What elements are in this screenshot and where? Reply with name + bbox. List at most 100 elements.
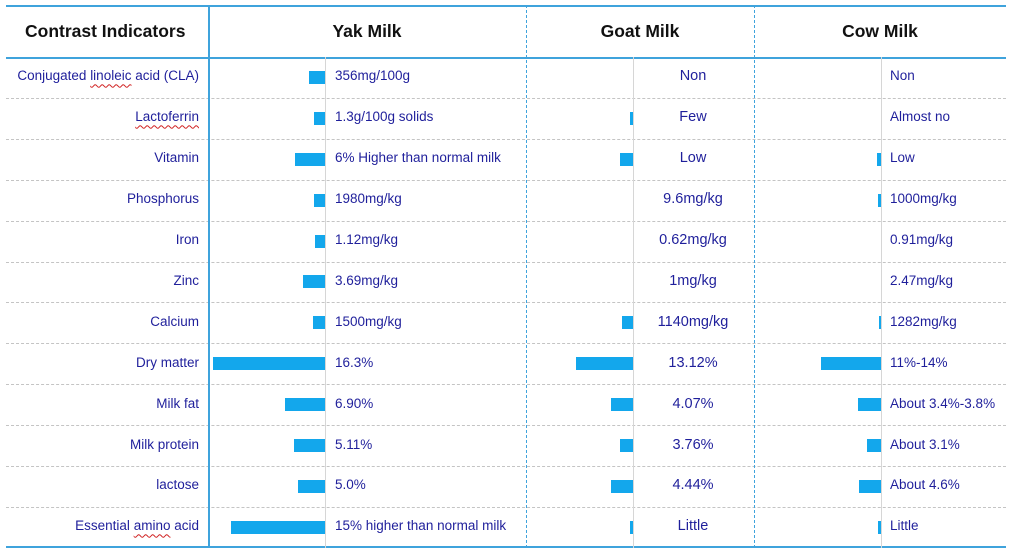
goat-value: 1140mg/kg [657, 313, 729, 330]
row-label: Conjugated linoleic acid (CLA) [17, 68, 199, 84]
yak-value-bar [303, 275, 325, 289]
row-divider [6, 384, 1006, 386]
yak-value: 356mg/100g [335, 68, 411, 84]
goat-value: 4.07% [672, 395, 714, 412]
yak-value: 5.0% [335, 477, 366, 493]
yak-value-bar [314, 111, 325, 125]
row-divider [6, 97, 1006, 99]
yak-value: 6.90% [335, 395, 374, 411]
cow-bar-axis [881, 57, 882, 548]
yak-value-bar [295, 152, 325, 166]
yak-value: 5.11% [335, 436, 373, 452]
column-divider-goat [754, 5, 755, 548]
row-divider [6, 343, 1006, 345]
cow-value-bar [821, 357, 881, 371]
column-divider-yak [526, 5, 527, 548]
goat-value-bar [622, 316, 633, 330]
row-label: Dry matter [135, 354, 199, 370]
yak-value: 1.12mg/kg [335, 232, 399, 248]
goat-value-bar [630, 111, 633, 125]
column-divider-indicators [208, 5, 210, 548]
goat-value: Non [679, 68, 707, 85]
cow-value: About 4.6% [890, 477, 960, 493]
goat-value-bar [620, 152, 633, 166]
row-divider [6, 138, 1006, 140]
yak-value-bar [298, 479, 325, 493]
cow-value: Little [890, 518, 919, 534]
yak-value-bar [315, 234, 325, 248]
yak-bar-axis [325, 57, 326, 548]
yak-value-bar [294, 439, 325, 453]
yak-value: 16.3% [335, 354, 374, 370]
row-label: Essential amino acid [75, 518, 199, 534]
cow-value-bar [867, 439, 881, 453]
cow-value-bar [877, 152, 881, 166]
row-label: Calcium [150, 313, 199, 329]
goat-value-bar [620, 439, 633, 453]
cow-value-bar [878, 520, 881, 534]
cow-value: 0.91mg/kg [890, 232, 954, 248]
goat-value: Low [679, 150, 707, 167]
goat-value: 13.12% [668, 354, 718, 371]
table-top-border [6, 5, 1006, 7]
row-label: Phosphorus [126, 191, 199, 207]
header-yak-milk: Yak Milk [332, 21, 402, 41]
yak-value: 1980mg/kg [335, 191, 402, 207]
row-label: Lactoferrin [6, 109, 199, 124]
header-cow-milk: Cow Milk [842, 21, 918, 41]
row-divider [6, 466, 1006, 467]
spellcheck-underlined-word: Lactoferrin [135, 109, 199, 125]
row-divider [6, 302, 1006, 304]
yak-value-bar [213, 357, 325, 371]
cow-value: 11%-14% [890, 354, 948, 370]
row-divider [6, 179, 1006, 181]
table-bottom-border [6, 545, 1006, 548]
goat-value: 9.6mg/kg [663, 191, 723, 208]
yak-value-bar [314, 193, 325, 207]
cow-value: Non [890, 68, 915, 84]
goat-value: 4.44% [672, 477, 714, 494]
cow-value-bar [858, 398, 881, 412]
yak-value: 1500mg/kg [335, 313, 402, 329]
cow-value: Almost no [890, 109, 951, 125]
cow-value: Low [890, 150, 915, 166]
goat-value-bar [576, 357, 633, 371]
cow-value: About 3.1% [890, 436, 960, 452]
row-divider [6, 220, 1006, 222]
row-divider [6, 506, 1006, 508]
yak-value: 15% higher than normal milk [335, 518, 507, 534]
cow-value: 1282mg/kg [890, 313, 957, 329]
yak-value-bar [231, 520, 325, 534]
row-label: Iron [175, 232, 199, 248]
spellcheck-underlined-word: amino [133, 518, 171, 534]
goat-value: 0.62mg/kg [659, 232, 727, 249]
cow-value-bar [859, 479, 881, 493]
row-label: Milk fat [156, 395, 199, 411]
yak-value-bar [285, 398, 325, 412]
goat-value: 1mg/kg [669, 272, 717, 289]
yak-value-bar [309, 70, 325, 84]
goat-bar-axis [633, 57, 634, 548]
cow-value-bar [878, 193, 881, 207]
goat-value-bar [630, 520, 633, 534]
row-divider [6, 425, 1006, 427]
header-bottom-border [6, 57, 1006, 59]
row-divider [6, 261, 1006, 263]
row-label: Vitamin [154, 150, 199, 166]
yak-value: 3.69mg/kg [335, 272, 399, 288]
yak-value: 1.3g/100g solids [335, 109, 434, 125]
goat-value: Few [679, 109, 707, 126]
spellcheck-underlined-word: linoleic [90, 68, 132, 84]
row-label: Milk protein [129, 436, 199, 452]
goat-value-bar [611, 398, 633, 412]
cow-value: 1000mg/kg [890, 191, 957, 207]
yak-value: 6% Higher than normal milk [335, 150, 501, 166]
cow-value-bar [879, 316, 881, 330]
row-label: lactose [156, 477, 199, 493]
cow-value: 2.47mg/kg [890, 272, 954, 288]
cow-value: About 3.4%-3.8% [890, 395, 996, 411]
goat-value: Little [677, 518, 709, 535]
goat-value: 3.76% [672, 436, 714, 453]
row-label: Zinc [173, 272, 199, 288]
goat-value-bar [611, 479, 633, 493]
